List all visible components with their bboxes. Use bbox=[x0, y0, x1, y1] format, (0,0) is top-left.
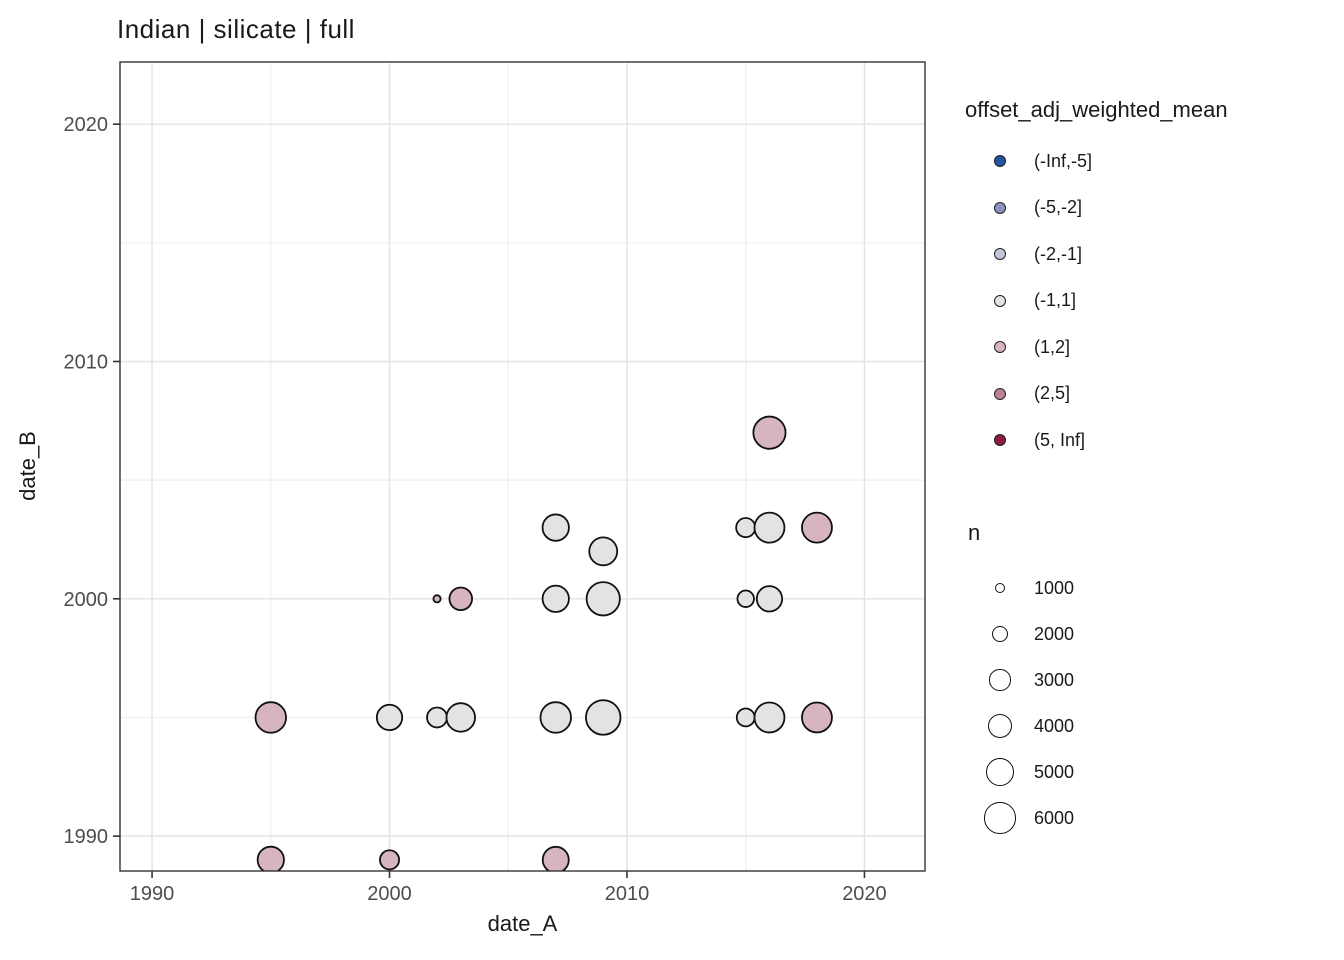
color-legend-item: (1,2] bbox=[965, 324, 1092, 371]
legend-key-slot bbox=[965, 387, 1021, 400]
legend-color-dot-icon bbox=[994, 434, 1006, 447]
legend-label: (5, Inf] bbox=[1034, 429, 1086, 450]
y-tick-label: 2010 bbox=[64, 351, 109, 373]
data-point bbox=[256, 845, 285, 871]
data-point bbox=[541, 584, 570, 613]
legend-label: (-2,-1] bbox=[1034, 243, 1083, 264]
size-legend-item: 3000 bbox=[965, 657, 1074, 703]
x-tick-label: 2010 bbox=[605, 883, 650, 905]
y-tick-label: 2000 bbox=[64, 589, 109, 611]
color-legend-item: (-1,1] bbox=[965, 278, 1092, 325]
data-point bbox=[752, 415, 787, 450]
size-legend-title: n bbox=[968, 520, 981, 545]
data-point bbox=[379, 849, 400, 871]
data-point bbox=[755, 585, 784, 613]
size-legend-item: 6000 bbox=[965, 795, 1074, 841]
x-axis-label: date_A bbox=[487, 911, 558, 936]
legend-color-dot-icon bbox=[994, 294, 1006, 307]
legend-key-slot bbox=[965, 713, 1021, 739]
legend-label: (2,5] bbox=[1034, 383, 1071, 404]
y-axis-label: date_B bbox=[15, 431, 40, 501]
legend-label: 6000 bbox=[1034, 807, 1075, 828]
y-tick-label: 2020 bbox=[64, 114, 109, 136]
data-point bbox=[801, 511, 833, 544]
legend-color-dot-icon bbox=[994, 201, 1006, 214]
legend-size-circle-icon bbox=[987, 713, 1013, 739]
data-point bbox=[426, 706, 448, 729]
color-legend: (-Inf,-5] (-5,-2] (-2,-1] (-1,1] (1,2] (2,5] (… bbox=[965, 138, 1092, 464]
page-title: Indian | silicate | full bbox=[117, 14, 355, 44]
size-legend-item: 2000 bbox=[965, 611, 1074, 657]
x-tick-label: 2000 bbox=[367, 883, 412, 905]
legend-color-dot-icon bbox=[994, 155, 1006, 168]
legend-size-circle-icon bbox=[989, 669, 1011, 691]
legend-key-slot bbox=[965, 294, 1021, 307]
legend-color-dot-icon bbox=[994, 341, 1006, 354]
data-point bbox=[445, 702, 476, 733]
legend-size-circle-icon bbox=[984, 802, 1016, 834]
data-point bbox=[541, 513, 570, 542]
legend-key-slot bbox=[965, 757, 1021, 787]
data-point bbox=[801, 701, 833, 734]
color-legend-item: (-Inf,-5] bbox=[965, 138, 1092, 185]
data-point bbox=[539, 701, 572, 734]
data-point bbox=[585, 581, 621, 617]
color-legend-item: (-2,-1] bbox=[965, 231, 1092, 278]
legend-color-dot-icon bbox=[994, 387, 1006, 400]
legend-size-circle-icon bbox=[991, 625, 1009, 643]
legend-key-slot bbox=[965, 248, 1021, 261]
legend-label: 5000 bbox=[1034, 761, 1075, 782]
legend-label: 3000 bbox=[1034, 669, 1075, 690]
plot-panel-background bbox=[120, 62, 925, 871]
legend-size-circle-icon bbox=[985, 757, 1015, 787]
legend-key-slot bbox=[965, 155, 1021, 168]
legend-key-slot bbox=[965, 341, 1021, 354]
color-legend-item: (2,5] bbox=[965, 371, 1092, 418]
x-tick-label: 1990 bbox=[130, 883, 175, 905]
data-point bbox=[541, 845, 570, 871]
data-point bbox=[375, 703, 404, 732]
data-point bbox=[735, 707, 756, 728]
legend-key-slot bbox=[965, 625, 1021, 643]
x-tick-label: 2020 bbox=[842, 883, 887, 905]
data-point bbox=[432, 594, 442, 604]
plot-panel-border bbox=[119, 61, 926, 872]
data-point bbox=[585, 699, 622, 736]
color-legend-item: (-5,-2] bbox=[965, 185, 1092, 232]
legend-label: (-Inf,-5] bbox=[1034, 150, 1093, 171]
color-legend-title: offset_adj_weighted_mean bbox=[965, 97, 1228, 122]
legend-label: 4000 bbox=[1034, 715, 1075, 736]
data-point bbox=[753, 701, 786, 734]
legend-key-slot bbox=[965, 582, 1021, 594]
size-legend-item: 4000 bbox=[965, 703, 1074, 749]
size-legend-item: 5000 bbox=[965, 749, 1074, 795]
data-point bbox=[735, 517, 757, 539]
legend-size-circle-icon bbox=[994, 582, 1006, 594]
legend-key-slot bbox=[965, 669, 1021, 691]
size-legend: 1000 2000 3000 4000 5000 6000 bbox=[965, 565, 1074, 841]
legend-color-dot-icon bbox=[994, 248, 1006, 261]
legend-label: 2000 bbox=[1034, 623, 1075, 644]
legend-label: (1,2] bbox=[1034, 336, 1071, 357]
color-legend-item: (5, Inf] bbox=[965, 417, 1092, 464]
data-point bbox=[448, 586, 473, 612]
data-point bbox=[254, 701, 287, 734]
size-legend-item: 1000 bbox=[965, 565, 1074, 611]
legend-key-slot bbox=[965, 201, 1021, 214]
data-point bbox=[736, 589, 755, 608]
legend-key-slot bbox=[965, 434, 1021, 447]
legend-label: 1000 bbox=[1034, 577, 1075, 598]
data-point bbox=[588, 536, 619, 567]
y-tick-label: 1990 bbox=[64, 826, 109, 848]
data-point bbox=[753, 511, 786, 544]
legend-label: (-5,-2] bbox=[1034, 197, 1083, 218]
legend-key-slot bbox=[965, 802, 1021, 834]
data-points-layer bbox=[254, 415, 833, 871]
legend-label: (-1,1] bbox=[1034, 290, 1077, 311]
